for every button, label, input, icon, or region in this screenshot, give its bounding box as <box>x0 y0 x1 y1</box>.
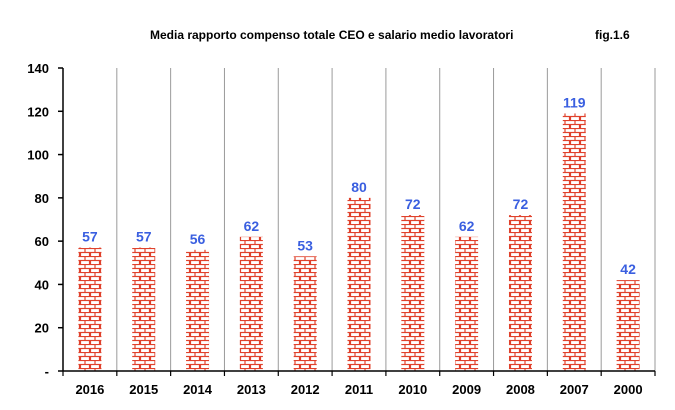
bar <box>401 215 425 371</box>
bar <box>562 113 586 371</box>
y-tick-label: 40 <box>35 277 49 292</box>
bar <box>616 280 640 371</box>
chart-title: Media rapporto compenso totale CEO e sal… <box>150 28 514 42</box>
y-tick-label: 140 <box>27 61 49 76</box>
y-tick-label: 20 <box>35 321 49 336</box>
x-tick-label: 2016 <box>75 382 104 397</box>
data-label: 72 <box>405 196 421 212</box>
data-label: 119 <box>563 94 586 110</box>
data-label: 62 <box>459 218 475 234</box>
data-label: 57 <box>136 229 152 245</box>
x-tick-label: 2009 <box>452 382 481 397</box>
data-label: 80 <box>351 179 367 195</box>
y-tick-label: - <box>45 364 49 379</box>
y-tick-label: 120 <box>27 104 49 119</box>
bar <box>455 236 479 371</box>
x-tick-label: 2010 <box>398 382 427 397</box>
y-tick-label: 100 <box>27 148 49 163</box>
x-tick-label: 2011 <box>345 382 373 397</box>
bar <box>508 215 532 371</box>
y-tick-label: 80 <box>35 191 49 206</box>
data-label: 53 <box>297 237 313 253</box>
bar <box>347 197 371 371</box>
x-tick-label: 2015 <box>129 382 158 397</box>
data-label: 72 <box>513 196 529 212</box>
bar <box>186 249 210 371</box>
data-label: 57 <box>82 229 98 245</box>
bar <box>239 236 263 371</box>
figure-label: fig.1.6 <box>595 28 630 42</box>
x-tick-label: 2000 <box>614 382 643 397</box>
bar <box>132 247 156 371</box>
x-tick-label: 2007 <box>560 382 589 397</box>
data-label: 56 <box>190 231 206 247</box>
x-tick-label: 2012 <box>291 382 320 397</box>
data-label: 62 <box>244 218 260 234</box>
x-tick-label: 2008 <box>506 382 535 397</box>
bar <box>293 256 317 371</box>
bar <box>78 247 102 371</box>
x-tick-label: 2014 <box>183 382 213 397</box>
data-label: 42 <box>620 261 636 277</box>
y-tick-label: 60 <box>35 234 49 249</box>
x-tick-label: 2013 <box>237 382 266 397</box>
